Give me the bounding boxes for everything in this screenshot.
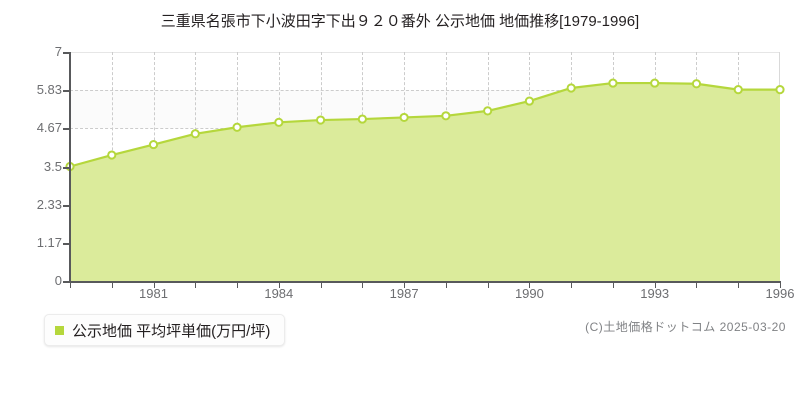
x-tick (278, 281, 280, 288)
x-tick (529, 281, 531, 288)
x-tick-label: 1990 (514, 286, 544, 301)
data-point-marker[interactable] (650, 78, 660, 88)
x-tick (195, 281, 197, 288)
copyright-credit: (C)土地価格ドットコム 2025-03-20 (585, 320, 786, 334)
x-tick (571, 281, 573, 288)
data-point-marker[interactable] (524, 96, 535, 106)
data-point-marker[interactable] (107, 150, 117, 160)
y-tick (63, 281, 71, 283)
x-tick (153, 281, 155, 288)
x-tick (404, 281, 406, 288)
y-tick-label: 5.83 (36, 82, 62, 98)
chart-title: 三重県名張市下小波田字下出９２０番外 公示地価 地価推移[1979-1996] (160, 13, 640, 30)
data-point-marker[interactable] (691, 79, 702, 89)
y-tick-label: 3.5 (43, 158, 62, 174)
y-tick (63, 242, 71, 245)
data-point-marker[interactable] (357, 114, 367, 124)
data-point-marker[interactable] (483, 106, 493, 116)
series-line (69, 81, 780, 168)
gridline-y (70, 90, 780, 92)
y-tick-label: 7 (54, 44, 62, 59)
x-tick-label: 1981 (139, 286, 168, 301)
x-tick (654, 281, 656, 288)
x-tick-label: 1993 (640, 286, 670, 301)
data-point-marker[interactable] (274, 117, 284, 127)
x-tick-label: 1984 (264, 286, 294, 301)
y-tick-label: 2.33 (36, 196, 62, 212)
y-tick-label: 1.17 (36, 234, 62, 250)
y-tick (63, 166, 71, 169)
data-point-marker[interactable] (399, 112, 409, 123)
x-tick (696, 281, 698, 288)
plot-top-border (70, 52, 780, 53)
x-tick (320, 281, 322, 288)
legend-label: 公示地価 平均坪単価(万円/坪) (72, 322, 271, 340)
x-tick (70, 281, 71, 288)
x-tick (738, 281, 740, 288)
y-tick (63, 90, 71, 93)
x-tick (487, 281, 489, 288)
x-tick-label: 1996 (765, 286, 795, 301)
data-point-marker[interactable] (315, 115, 326, 125)
plot-area (65, 52, 785, 281)
y-tick (63, 52, 71, 54)
data-point-marker[interactable] (148, 139, 159, 150)
y-axis-labels: 0 1.17 2.33 3.5 4.67 5.83 7 (0, 0, 62, 400)
series-area-line (65, 78, 785, 281)
y-tick-label: 4.67 (36, 120, 62, 136)
y-tick-label: 0 (54, 273, 62, 288)
x-tick (780, 281, 781, 288)
y-tick (63, 128, 71, 131)
x-axis (69, 281, 781, 283)
x-tick (445, 281, 447, 288)
x-tick-label: 1987 (389, 286, 419, 301)
x-tick (237, 281, 239, 288)
series-area-fill (70, 83, 780, 281)
data-point-marker[interactable] (566, 83, 576, 93)
chart-legend[interactable]: 公示地価 平均坪単価(万円/坪) (44, 314, 286, 346)
legend-swatch-icon (55, 325, 64, 335)
data-point-marker[interactable] (232, 122, 242, 132)
x-tick (362, 281, 364, 288)
x-tick (612, 281, 614, 288)
data-point-marker[interactable] (190, 129, 200, 139)
data-point-marker[interactable] (733, 85, 743, 95)
data-point-marker[interactable] (608, 78, 618, 88)
data-point-marker[interactable] (775, 85, 785, 95)
data-point-marker[interactable] (441, 111, 451, 121)
y-tick (63, 204, 71, 207)
x-tick (111, 281, 113, 288)
